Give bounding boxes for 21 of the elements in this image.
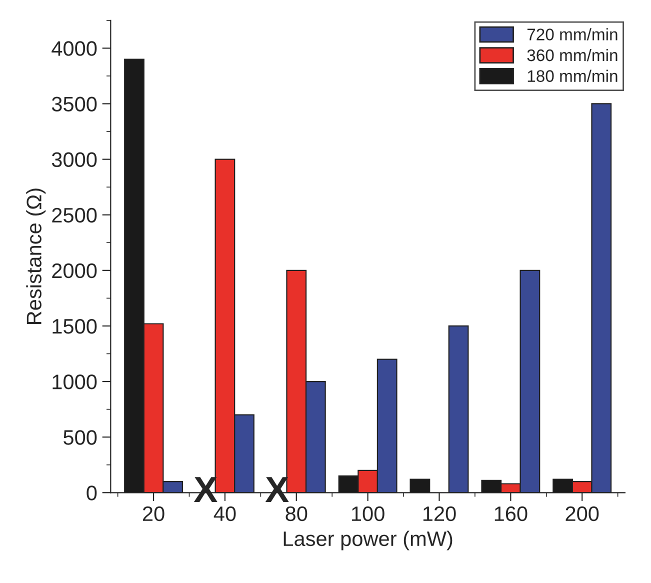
x-tick-label: 200 (566, 506, 599, 522)
legend-label: 180 mm/min (528, 70, 618, 82)
y-tick-label: 500 (64, 430, 97, 445)
y-tick-label: 2500 (52, 208, 97, 223)
x-tick-label: 80 (286, 506, 308, 522)
x-tick-label: 100 (352, 506, 384, 522)
x-tick-label: 40 (214, 506, 236, 522)
y-tick-label: 3500 (52, 96, 97, 112)
x-axis-title: Laser power (mW) (284, 530, 452, 550)
legend-label: 360 mm/min (527, 48, 618, 62)
x-tick-label: 120 (423, 506, 456, 522)
y-tick-label: 3000 (52, 152, 97, 168)
y-tick-label: 1000 (52, 374, 97, 390)
y-tick-label: 4000 (52, 41, 97, 56)
x-tick-label: 160 (494, 506, 528, 522)
y-tick-label: 1500 (52, 318, 97, 334)
y-tick-label: 0 (86, 486, 97, 500)
legend-label: 720 mm/min (527, 28, 618, 40)
x-tick-label: 20 (142, 506, 164, 522)
y-tick-label: 2000 (52, 263, 97, 278)
y-axis-title: Resistance (Ω) (26, 188, 46, 324)
